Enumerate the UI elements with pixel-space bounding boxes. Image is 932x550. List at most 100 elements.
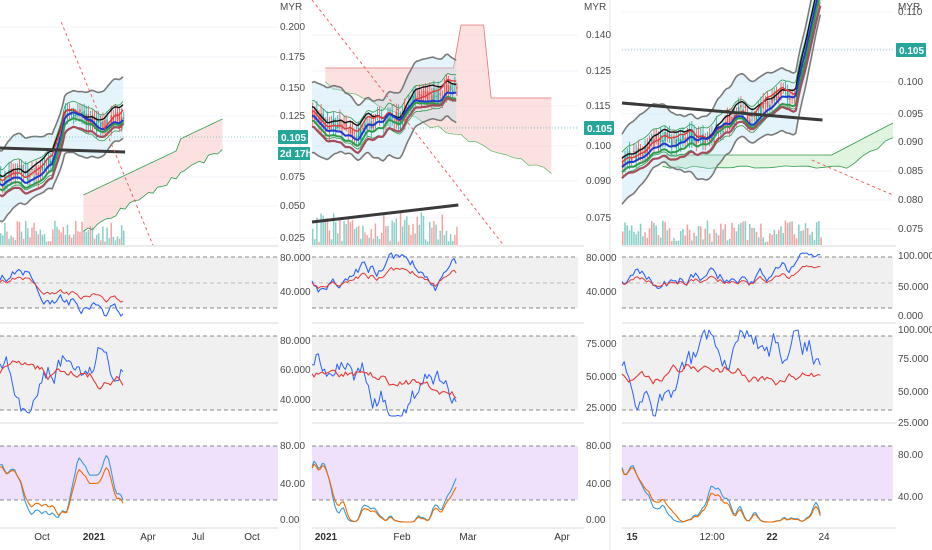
price-tick-label: 0.095 — [898, 109, 923, 120]
bollinger-lower — [621, 14, 822, 205]
volume-bar — [684, 235, 686, 245]
candle-body — [749, 119, 751, 125]
candle-body — [100, 122, 102, 127]
indicator-tick-label: 25.000 — [586, 403, 617, 414]
volume-bar — [635, 234, 637, 245]
volume-bar — [123, 230, 125, 245]
candle-body — [68, 109, 71, 113]
volume-bar — [773, 230, 776, 245]
volume-bar — [83, 229, 85, 245]
indicator-tick-label: 25.000 — [898, 418, 929, 429]
volume-bar — [693, 232, 695, 245]
indicator-tick-label: 80.00 — [898, 450, 923, 461]
volume-bar — [334, 222, 337, 245]
candle-body — [349, 125, 352, 134]
candle-body — [2, 184, 4, 188]
time-tick-label: Oct — [34, 532, 50, 543]
time-tick-label: Feb — [393, 532, 411, 543]
candle-body — [722, 131, 724, 133]
time-tick-label: 24 — [818, 532, 830, 543]
candle-body — [120, 117, 123, 123]
candle-body — [769, 104, 771, 109]
time-tick-label: 2021 — [315, 532, 338, 543]
volume-bar — [116, 236, 119, 245]
volume-bar — [401, 226, 404, 245]
volume-bar — [713, 229, 715, 245]
candle-body — [662, 139, 664, 143]
indicator-tick-label: 75.000 — [898, 354, 929, 365]
candle-body — [41, 166, 44, 171]
candle-body — [95, 117, 98, 131]
candle-body — [70, 113, 73, 115]
cloud-span-a — [83, 118, 223, 196]
ma-200 — [0, 146, 126, 154]
ichimoku-cloud — [83, 119, 223, 232]
volume-bar — [351, 219, 354, 245]
volume-bar — [749, 224, 751, 245]
volume-bar — [14, 239, 17, 245]
price-tick-label: 0.200 — [280, 22, 305, 33]
stoch-d — [311, 463, 457, 523]
volume-bar — [62, 226, 65, 245]
volume-bar — [456, 226, 458, 245]
volume-bar — [715, 232, 718, 245]
volume-bar — [316, 217, 318, 245]
candle-body — [79, 109, 81, 112]
k-line — [311, 353, 457, 417]
volume-bar — [406, 216, 408, 245]
volume-bar — [79, 231, 81, 245]
volume-bar — [357, 226, 360, 245]
ichimoku-cloud — [662, 123, 893, 169]
volume-bar — [764, 241, 767, 245]
ema-blue — [311, 91, 457, 141]
candle-body — [786, 89, 789, 100]
candle-body — [755, 115, 758, 122]
indicator-tick-label: 80.000 — [280, 253, 311, 264]
volume-bar — [391, 220, 393, 245]
candle-body — [456, 86, 458, 89]
volume-bar — [2, 235, 4, 245]
volume-bar — [355, 227, 358, 245]
volume-bar — [624, 222, 626, 245]
volume-bar — [360, 238, 362, 245]
volume-bar — [100, 240, 102, 245]
volume-bar — [664, 221, 666, 245]
candle-body — [389, 115, 391, 122]
volume-bar — [380, 232, 383, 245]
candle-body — [345, 123, 347, 128]
volume-bar — [630, 225, 633, 245]
candle-body — [622, 162, 624, 168]
time-tick-label: 2021 — [83, 532, 106, 543]
volume-bar — [54, 220, 56, 245]
candle-body — [452, 90, 454, 94]
volume-bar — [735, 231, 738, 245]
volume-bar — [454, 234, 456, 245]
volume-bar — [757, 237, 760, 245]
volume-bar — [22, 238, 25, 245]
candle-body — [666, 132, 669, 138]
volume-bar — [686, 224, 689, 245]
candle-body — [422, 90, 425, 98]
candle-body — [445, 82, 448, 93]
volume-bar — [112, 236, 115, 245]
indicator-tick-label: 0.00 — [586, 515, 606, 526]
indicator-tick-label: 100.000 — [898, 251, 932, 262]
volume-bar — [666, 230, 669, 245]
rsi-signal — [311, 267, 457, 289]
volume-bar — [784, 220, 787, 245]
volume-bar — [114, 240, 117, 245]
volume-bar — [106, 227, 108, 245]
volume-bar — [722, 229, 724, 245]
ema-green — [621, 0, 820, 173]
volume-bar — [85, 232, 87, 245]
volume-bar — [447, 241, 450, 245]
volume-bar — [89, 226, 92, 245]
indicator-tick-label: 40.000 — [586, 287, 617, 298]
candle-body — [39, 165, 42, 174]
indicator-band — [622, 257, 893, 308]
indicator-band — [0, 446, 278, 500]
d-line — [0, 360, 124, 390]
volume-bar — [95, 234, 98, 245]
d-line — [621, 363, 821, 386]
